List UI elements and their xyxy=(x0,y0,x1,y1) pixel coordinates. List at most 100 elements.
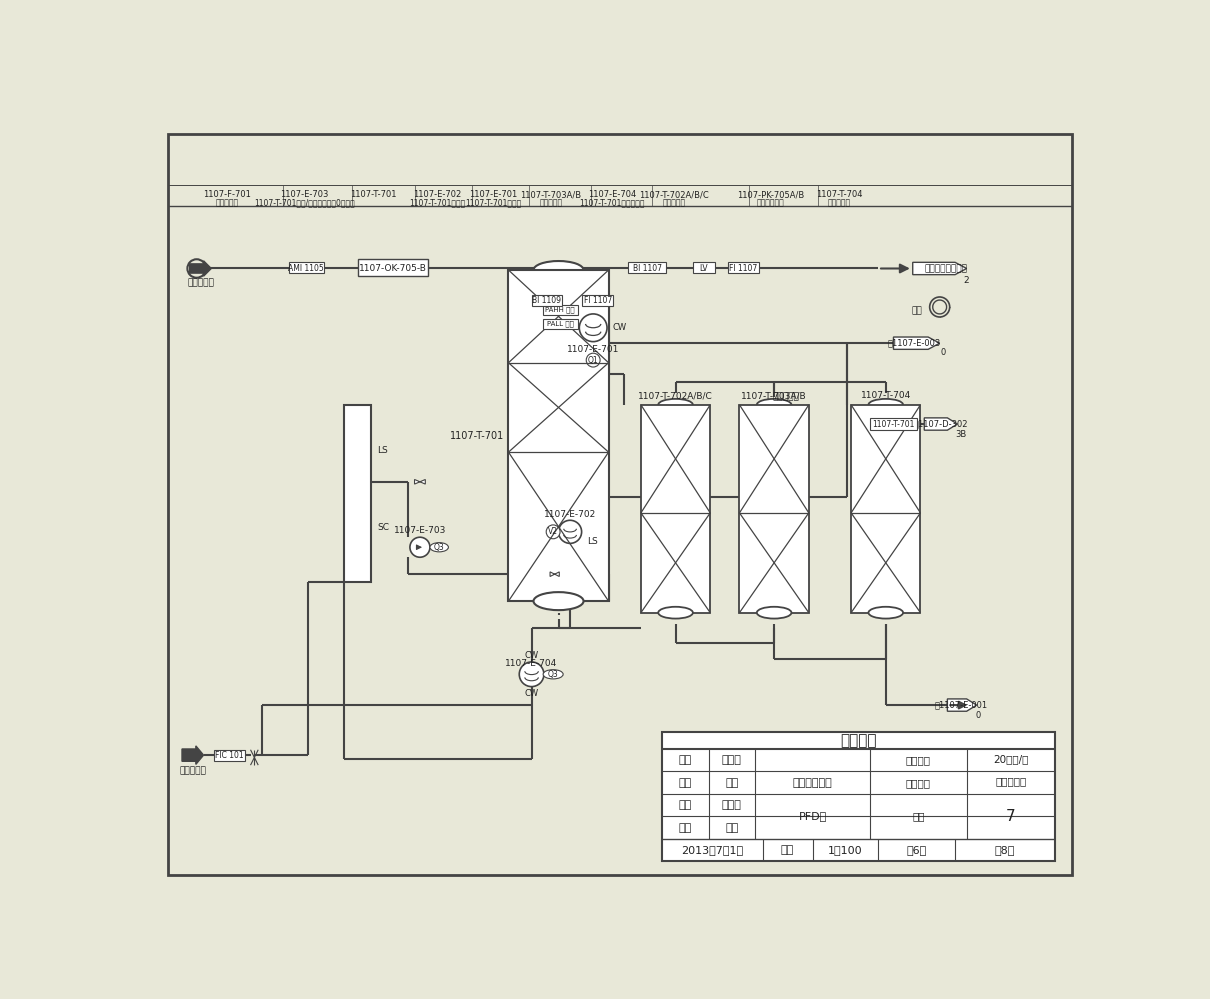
Text: 1107-T-703A/B: 1107-T-703A/B xyxy=(742,391,807,400)
Text: FIC 101: FIC 101 xyxy=(215,750,244,759)
Circle shape xyxy=(586,354,600,367)
Text: 聚丙烯项目: 聚丙烯项目 xyxy=(996,776,1026,786)
Text: 1107-T-701冷凝器: 1107-T-701冷凝器 xyxy=(465,199,522,208)
Text: 冯超: 冯超 xyxy=(725,777,738,787)
Text: 樊蓉蓉: 樊蓉蓉 xyxy=(722,800,742,810)
Text: 20万吨/年: 20万吨/年 xyxy=(993,753,1028,763)
Text: PAHH 液位: PAHH 液位 xyxy=(546,307,575,314)
Text: CW: CW xyxy=(524,689,538,698)
Text: 1107-E-702: 1107-E-702 xyxy=(544,510,597,519)
Text: 热氮气放空: 热氮气放空 xyxy=(772,393,799,402)
Bar xyxy=(345,405,371,581)
Text: 丙烯自界区: 丙烯自界区 xyxy=(179,766,206,775)
Bar xyxy=(358,260,427,276)
Ellipse shape xyxy=(658,399,693,411)
Text: FI 1107: FI 1107 xyxy=(583,297,612,306)
Polygon shape xyxy=(912,263,967,275)
Ellipse shape xyxy=(534,261,583,279)
Ellipse shape xyxy=(430,542,449,551)
Text: PALL 液位: PALL 液位 xyxy=(547,321,574,328)
Bar xyxy=(531,296,563,307)
Text: 1107-T-702A/B/C: 1107-T-702A/B/C xyxy=(638,391,713,400)
Text: PFD图: PFD图 xyxy=(799,811,826,821)
Circle shape xyxy=(546,524,560,538)
Ellipse shape xyxy=(756,606,791,618)
Bar xyxy=(851,405,921,612)
Polygon shape xyxy=(551,571,559,576)
Text: 1107-T-703A/B: 1107-T-703A/B xyxy=(520,190,581,199)
Text: 共8页: 共8页 xyxy=(995,845,1015,855)
Text: 2013年7月1日: 2013年7月1日 xyxy=(681,845,744,855)
Text: BI 1109: BI 1109 xyxy=(532,297,561,306)
Text: SC: SC xyxy=(378,523,390,532)
Text: 1107-T-701: 1107-T-701 xyxy=(351,190,397,199)
Text: FI 1107: FI 1107 xyxy=(730,264,757,273)
Text: 丙烯脱砷塔: 丙烯脱砷塔 xyxy=(828,199,851,208)
Text: 至1107-D-302: 至1107-D-302 xyxy=(914,420,968,429)
Text: 1107-T-701: 1107-T-701 xyxy=(450,431,505,441)
Text: BI 1107: BI 1107 xyxy=(633,264,662,273)
Text: 1：100: 1：100 xyxy=(828,845,863,855)
Text: CW: CW xyxy=(612,324,627,333)
Text: 1107-E-701: 1107-E-701 xyxy=(567,345,620,354)
Ellipse shape xyxy=(869,399,903,411)
Text: 1107-T-701再沸器: 1107-T-701再沸器 xyxy=(409,199,465,208)
Circle shape xyxy=(519,662,543,686)
Polygon shape xyxy=(947,699,976,711)
Text: 1107-T-704: 1107-T-704 xyxy=(860,391,911,400)
Bar xyxy=(739,405,808,612)
Text: 0: 0 xyxy=(941,348,946,357)
Bar xyxy=(728,263,759,273)
Text: 樊蓉蓉: 樊蓉蓉 xyxy=(722,755,742,765)
Text: 1107-E-704: 1107-E-704 xyxy=(588,190,636,199)
Text: 3B: 3B xyxy=(955,431,966,440)
Text: Q3: Q3 xyxy=(434,542,444,551)
Text: 自1107-E-003: 自1107-E-003 xyxy=(888,339,941,348)
Text: 2: 2 xyxy=(964,276,969,285)
Bar xyxy=(662,732,1055,861)
Text: 设计项目: 设计项目 xyxy=(841,733,877,748)
Text: 设计: 设计 xyxy=(679,755,692,765)
Text: 界区: 界区 xyxy=(911,307,922,316)
Text: 1107-PK-705A/B: 1107-PK-705A/B xyxy=(737,190,803,199)
Polygon shape xyxy=(415,480,425,485)
Text: 1107-E-703: 1107-E-703 xyxy=(393,525,446,534)
Circle shape xyxy=(929,297,950,317)
Text: 丙烯过滤器: 丙烯过滤器 xyxy=(215,199,240,208)
Text: 审核: 审核 xyxy=(679,822,692,832)
Ellipse shape xyxy=(869,606,903,618)
Text: 1107-E-704: 1107-E-704 xyxy=(506,659,558,668)
Text: Q3: Q3 xyxy=(548,669,559,678)
Bar xyxy=(628,263,667,273)
Polygon shape xyxy=(893,337,940,350)
Text: 氢气去环管反应器: 氢气去环管反应器 xyxy=(924,264,967,273)
Text: 1107-E-702: 1107-E-702 xyxy=(413,190,461,199)
Bar xyxy=(543,319,578,330)
Text: 1107-T-701: 1107-T-701 xyxy=(872,420,915,429)
Text: 制图: 制图 xyxy=(679,777,692,787)
Text: 设计项目: 设计项目 xyxy=(906,755,930,765)
Text: 1107-T-704: 1107-T-704 xyxy=(817,190,863,199)
Text: 屈超: 屈超 xyxy=(725,822,738,832)
Text: 1107-E-703: 1107-E-703 xyxy=(281,190,329,199)
Text: 7: 7 xyxy=(1006,809,1015,824)
Polygon shape xyxy=(182,746,203,764)
Text: 第6页: 第6页 xyxy=(906,845,927,855)
Text: V2: V2 xyxy=(548,527,558,536)
Text: 1107-T-702A/B/C: 1107-T-702A/B/C xyxy=(639,190,709,199)
Circle shape xyxy=(188,260,206,278)
Text: AMI 1105: AMI 1105 xyxy=(288,264,324,273)
Circle shape xyxy=(410,537,430,557)
Bar xyxy=(870,418,917,431)
Bar xyxy=(641,405,710,612)
Text: 氢气自界区: 氢气自界区 xyxy=(188,278,214,287)
Bar xyxy=(693,263,715,273)
Text: 图号: 图号 xyxy=(912,811,924,821)
Text: LV: LV xyxy=(699,264,708,273)
Text: 氢气压缩机组: 氢气压缩机组 xyxy=(756,199,784,208)
Bar xyxy=(289,263,323,273)
Text: LS: LS xyxy=(587,536,598,545)
Text: 校核: 校核 xyxy=(679,800,692,810)
Bar xyxy=(508,270,609,601)
Text: LS: LS xyxy=(378,447,388,456)
